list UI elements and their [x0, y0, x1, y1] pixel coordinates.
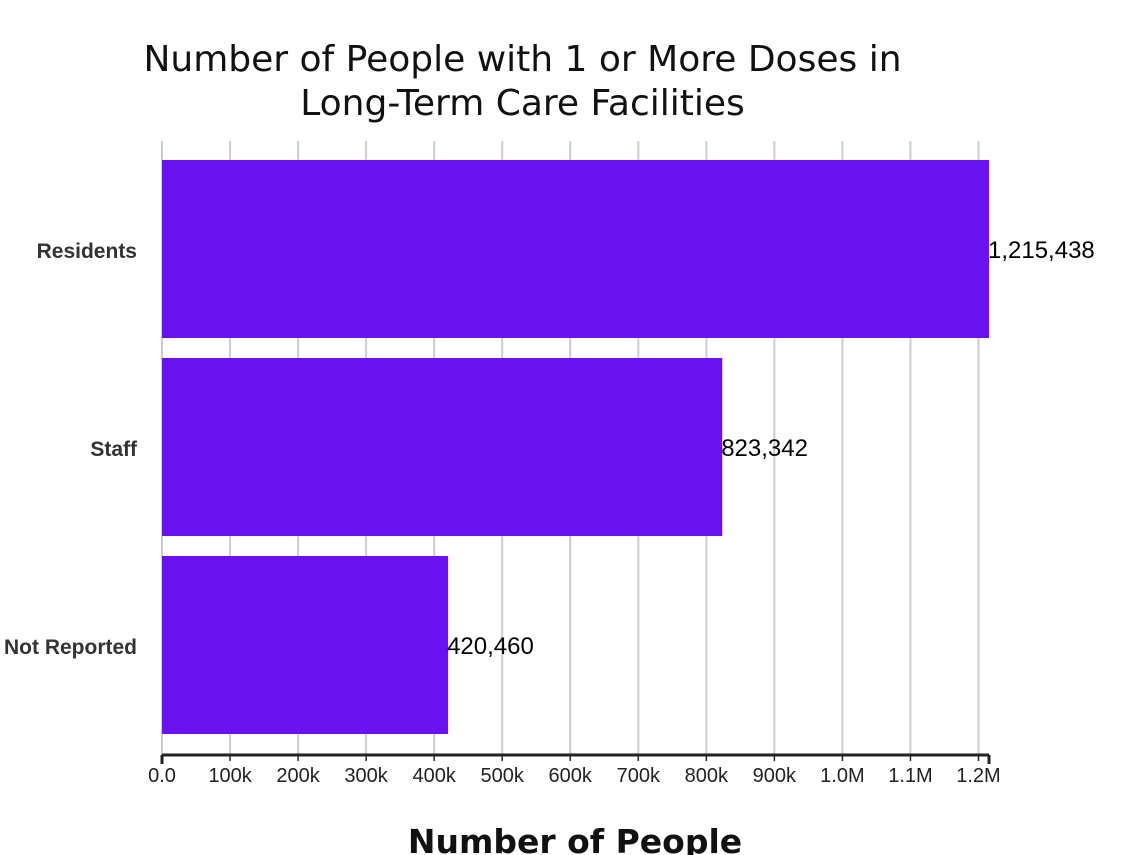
chart-title-line-2: Long-Term Care Facilities	[300, 83, 745, 124]
chart-title: Number of People with 1 or More Doses in…	[60, 38, 985, 126]
x-axis: 0.0 100k 200k 300k 400k 500k 600k 700k 800k 900k 1…	[148, 753, 1001, 787]
category-label-1: Staff	[90, 438, 138, 461]
x-tick-label-7: 700k	[617, 765, 661, 787]
x-tick-label-5: 500k	[481, 765, 525, 787]
value-labels: 1,215,438 823,342 420,460	[447, 237, 1095, 660]
x-tick-label-4: 400k	[412, 765, 456, 787]
bars	[162, 160, 989, 734]
x-tick-label-10: 1.0M	[820, 765, 864, 787]
x-tick-label-11: 1.1M	[888, 765, 932, 787]
x-tick-label-2: 200k	[276, 765, 320, 787]
bar-2	[162, 556, 449, 734]
x-tick-label-3: 300k	[344, 765, 388, 787]
x-tick-label-12: 1.2M	[956, 765, 1000, 787]
category-label-2: Not Reported	[4, 636, 137, 659]
value-label-1: 823,342	[721, 435, 808, 462]
value-label-2: 420,460	[447, 633, 534, 660]
x-tick-label-9: 900k	[753, 765, 797, 787]
bar-1	[162, 358, 723, 536]
value-label-0: 1,215,438	[988, 237, 1095, 264]
x-tick-label-6: 600k	[549, 765, 593, 787]
x-tick-label-0: 0.0	[148, 765, 176, 787]
y-axis-tick-labels: Residents Staff Not Reported	[4, 240, 138, 659]
category-label-0: Residents	[37, 240, 137, 263]
x-tick-label-8: 800k	[685, 765, 729, 787]
x-tick-label-1: 100k	[208, 765, 252, 787]
x-axis-label: Number of People	[407, 822, 743, 855]
bar-0	[162, 160, 989, 338]
chart-title-line-1: Number of People with 1 or More Doses in	[143, 39, 902, 80]
